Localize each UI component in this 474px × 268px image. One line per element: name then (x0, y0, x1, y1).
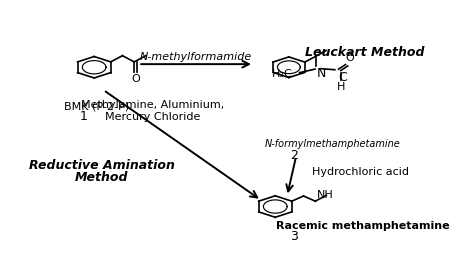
Text: H: H (337, 82, 346, 92)
Text: Methylamine, Aluminium,: Methylamine, Aluminium, (82, 100, 225, 110)
Text: N-methylformamide: N-methylformamide (140, 52, 252, 62)
Text: NH: NH (317, 190, 334, 200)
Text: O: O (345, 53, 354, 63)
Text: Method: Method (75, 171, 128, 184)
Text: Hydrochloric acid: Hydrochloric acid (312, 168, 409, 177)
Text: 1: 1 (79, 110, 87, 123)
Text: BMK (P-2-P): BMK (P-2-P) (64, 102, 129, 111)
Text: 2: 2 (291, 150, 298, 162)
Text: N-formylmethamphetamine: N-formylmethamphetamine (265, 139, 401, 148)
Text: O: O (131, 74, 140, 84)
Text: 3: 3 (291, 230, 298, 243)
Text: Reductive Amination: Reductive Amination (28, 159, 174, 172)
Text: C: C (338, 71, 347, 84)
Text: Racemic methamphetamine: Racemic methamphetamine (276, 221, 450, 231)
Text: H₃C: H₃C (272, 69, 292, 79)
Text: Mercury Chloride: Mercury Chloride (105, 112, 201, 122)
Text: N: N (317, 67, 326, 80)
Text: Leuckart Method: Leuckart Method (305, 46, 425, 59)
